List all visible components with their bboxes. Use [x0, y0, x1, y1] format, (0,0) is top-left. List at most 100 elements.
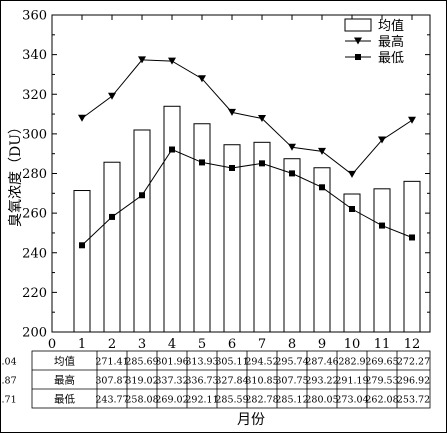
x-tick-label: 12 — [404, 337, 421, 352]
table-cell: 287.46 — [305, 357, 338, 368]
table-cell: 276.04 — [0, 357, 17, 368]
point-max — [138, 56, 146, 64]
point-min — [199, 159, 205, 166]
x-tick-label: 10 — [344, 337, 361, 352]
point-max — [288, 143, 296, 151]
point-min — [289, 170, 295, 177]
bar-mean — [73, 190, 91, 333]
table-cell: 292.11 — [185, 395, 218, 406]
x-tick-label: 3 — [138, 337, 146, 352]
point-max — [78, 114, 86, 122]
table-cell: 337.32 — [155, 376, 188, 387]
table-cell: 310.85 — [245, 376, 278, 387]
table-cell: 336.73 — [185, 376, 218, 387]
table-cell: 272.27 — [397, 357, 430, 368]
data-table — [31, 350, 431, 409]
bar-mean — [103, 161, 121, 333]
point-min — [79, 242, 85, 249]
table-cell: 285.59 — [215, 395, 248, 406]
bar-mean — [403, 180, 421, 333]
y-tick-label: 220 — [22, 286, 47, 301]
bar-mean — [253, 141, 271, 333]
point-min — [259, 160, 265, 167]
legend-marker-max — [354, 37, 362, 45]
bar-mean — [313, 167, 331, 333]
point-max — [348, 170, 356, 178]
point-min — [169, 146, 175, 153]
bar-mean — [373, 188, 391, 333]
table-cell: 247.71 — [0, 395, 17, 406]
series-line-min — [81, 148, 413, 246]
table-cell: 307.87 — [95, 376, 128, 387]
bar-mean — [343, 193, 361, 333]
table-cell: 258.08 — [125, 395, 158, 406]
y-tick-label: 280 — [22, 167, 47, 182]
point-min — [349, 206, 355, 213]
table-cell: 262.08 — [365, 395, 398, 406]
table-cell: 271.41 — [95, 357, 128, 368]
table-cell: 319.02 — [125, 376, 158, 387]
y-tick-label: 260 — [22, 207, 47, 222]
point-min — [229, 164, 235, 171]
table-cell: 296.92 — [397, 376, 430, 387]
x-tick-label: 7 — [258, 337, 266, 352]
table-cell: 306.87 — [0, 376, 17, 387]
table-row-label: 均值 — [54, 355, 75, 368]
y-tick-label: 200 — [22, 326, 47, 341]
point-max — [108, 92, 116, 100]
point-max — [318, 147, 326, 155]
table-cell: 282.9 — [338, 357, 365, 368]
y-tick-label: 300 — [22, 127, 47, 142]
point-max — [258, 115, 266, 123]
y-tick-label: 360 — [22, 9, 47, 24]
bar-mean — [133, 129, 151, 333]
table-cell: 279.53 — [365, 376, 398, 387]
legend-label: 均值 — [378, 18, 404, 34]
bar-mean — [223, 144, 241, 333]
series-line-max — [81, 59, 413, 176]
table-cell: 269.02 — [155, 395, 188, 406]
table-cell: 294.52 — [245, 357, 278, 368]
table-cell: 307.75 — [275, 376, 308, 387]
point-min — [379, 222, 385, 229]
point-max — [408, 116, 416, 124]
table-cell: 243.77 — [95, 395, 128, 406]
y-tick-label: 240 — [22, 246, 47, 261]
legend-label: 最高 — [378, 34, 404, 50]
table-cell: 273.04 — [335, 395, 368, 406]
y-tick-label: 340 — [22, 48, 47, 63]
x-tick-label: 0 — [48, 337, 56, 352]
point-max — [168, 57, 176, 65]
table-cell: 291.19 — [335, 376, 368, 387]
bar-mean — [163, 105, 181, 333]
x-tick-label: 1 — [78, 337, 86, 352]
x-tick-label: 2 — [108, 337, 116, 352]
point-min — [319, 184, 325, 191]
table-cell: 282.78 — [245, 395, 278, 406]
x-axis-label: 月份 — [237, 412, 265, 428]
point-max — [378, 136, 386, 144]
point-min — [409, 234, 415, 241]
y-axis-label: 臭氧浓度（DU） — [8, 120, 24, 227]
x-tick-label: 9 — [318, 337, 326, 352]
legend-marker-min — [355, 54, 361, 60]
x-tick-label: 4 — [168, 337, 176, 352]
legend-swatch-mean — [344, 18, 372, 32]
point-max — [198, 75, 206, 83]
table-row-label: 最高 — [54, 374, 75, 387]
table-cell: 295.74 — [275, 357, 308, 368]
bar-mean — [193, 123, 211, 333]
bar-mean — [283, 158, 301, 333]
point-max — [228, 108, 236, 116]
x-tick-label: 11 — [374, 337, 391, 352]
table-cell: 253.72 — [397, 395, 430, 406]
table-cell: 327.84 — [215, 376, 248, 387]
table-cell: 285.69 — [125, 357, 158, 368]
table-cell: 285.12 — [275, 395, 308, 406]
table-cell: 280.05 — [305, 395, 338, 406]
y-tick-label: 320 — [22, 88, 47, 103]
x-tick-label: 8 — [288, 337, 296, 352]
legend-label: 最低 — [378, 51, 404, 66]
table-cell: 293.22 — [305, 376, 338, 387]
